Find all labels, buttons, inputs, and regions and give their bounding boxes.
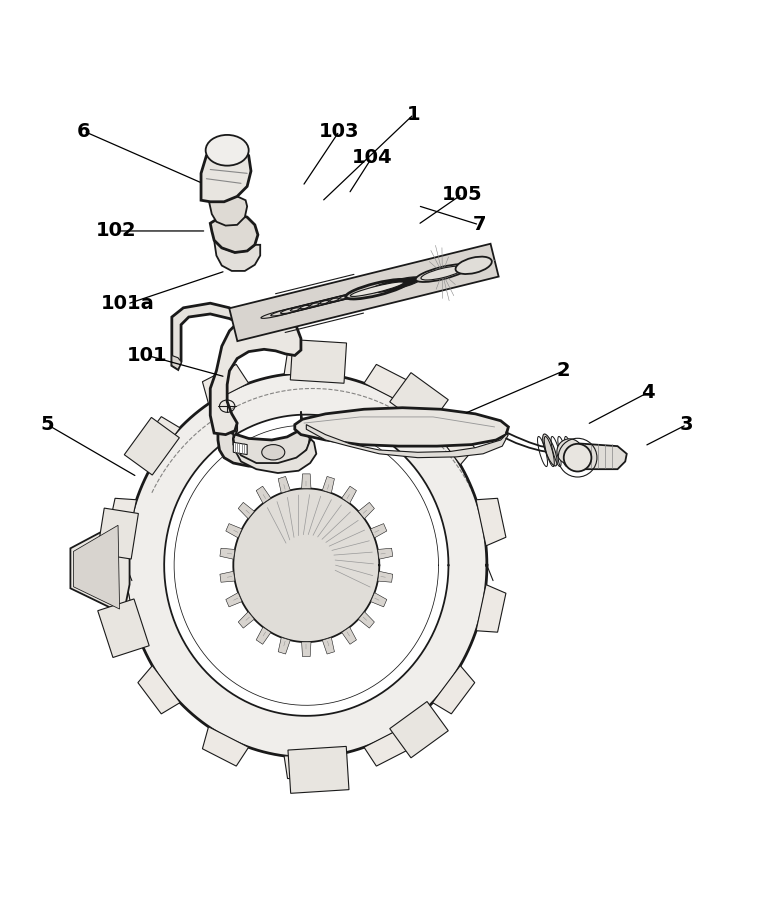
Polygon shape — [364, 726, 410, 766]
Ellipse shape — [416, 264, 469, 282]
Polygon shape — [342, 486, 357, 503]
Polygon shape — [573, 443, 627, 469]
Polygon shape — [256, 486, 271, 503]
Polygon shape — [138, 665, 180, 713]
Polygon shape — [378, 571, 392, 582]
Polygon shape — [302, 473, 311, 488]
Polygon shape — [322, 476, 334, 493]
Polygon shape — [233, 442, 247, 455]
Text: 3: 3 — [680, 415, 694, 434]
Polygon shape — [211, 313, 301, 435]
Polygon shape — [288, 747, 349, 793]
Polygon shape — [364, 365, 410, 403]
Polygon shape — [358, 612, 375, 629]
Polygon shape — [214, 240, 260, 271]
Polygon shape — [322, 638, 334, 654]
Polygon shape — [476, 584, 506, 632]
Polygon shape — [371, 523, 387, 538]
Text: 104: 104 — [351, 149, 392, 167]
Polygon shape — [201, 140, 251, 202]
Polygon shape — [226, 593, 242, 606]
Text: 101: 101 — [127, 346, 167, 365]
Text: 105: 105 — [442, 185, 483, 204]
Polygon shape — [238, 612, 255, 629]
Text: 101a: 101a — [101, 294, 154, 314]
Polygon shape — [371, 593, 387, 606]
Polygon shape — [378, 548, 392, 559]
Ellipse shape — [563, 444, 591, 472]
Polygon shape — [97, 508, 139, 559]
Polygon shape — [218, 422, 310, 467]
Polygon shape — [390, 373, 448, 429]
Polygon shape — [226, 523, 242, 538]
Polygon shape — [220, 548, 235, 559]
Ellipse shape — [421, 266, 464, 280]
Text: 102: 102 — [96, 222, 137, 241]
Polygon shape — [358, 502, 375, 519]
Polygon shape — [233, 488, 379, 642]
Text: 6: 6 — [77, 122, 91, 140]
Polygon shape — [290, 340, 347, 383]
Ellipse shape — [346, 280, 409, 299]
Polygon shape — [295, 408, 509, 446]
Polygon shape — [256, 627, 271, 644]
Polygon shape — [342, 627, 357, 644]
Polygon shape — [211, 214, 258, 253]
Polygon shape — [98, 599, 149, 657]
Polygon shape — [125, 417, 180, 475]
Polygon shape — [238, 502, 255, 519]
Ellipse shape — [456, 257, 491, 274]
Polygon shape — [172, 355, 181, 369]
Text: 4: 4 — [642, 383, 655, 402]
Polygon shape — [278, 638, 290, 654]
Ellipse shape — [206, 135, 248, 165]
Text: 1: 1 — [407, 104, 421, 124]
Polygon shape — [203, 726, 248, 766]
Text: 5: 5 — [40, 415, 54, 434]
Polygon shape — [476, 498, 506, 545]
Polygon shape — [220, 571, 235, 582]
Polygon shape — [164, 414, 448, 716]
Ellipse shape — [369, 277, 421, 293]
Polygon shape — [138, 416, 180, 465]
Ellipse shape — [543, 434, 557, 466]
Text: 2: 2 — [557, 361, 570, 380]
Polygon shape — [433, 665, 474, 713]
Polygon shape — [209, 197, 247, 225]
Polygon shape — [233, 412, 317, 473]
Ellipse shape — [351, 282, 404, 296]
Polygon shape — [433, 416, 474, 465]
Polygon shape — [302, 641, 311, 656]
Polygon shape — [203, 365, 248, 403]
Polygon shape — [278, 476, 290, 493]
Polygon shape — [284, 756, 328, 778]
Polygon shape — [172, 303, 239, 369]
Polygon shape — [125, 373, 487, 758]
Polygon shape — [307, 425, 509, 458]
Text: 7: 7 — [472, 215, 486, 234]
Ellipse shape — [262, 445, 285, 460]
Polygon shape — [229, 244, 498, 342]
Polygon shape — [74, 525, 119, 609]
Text: 103: 103 — [319, 122, 360, 140]
Polygon shape — [70, 523, 129, 611]
Polygon shape — [107, 584, 136, 632]
Polygon shape — [107, 498, 136, 545]
Polygon shape — [390, 701, 448, 758]
Polygon shape — [284, 352, 328, 375]
Ellipse shape — [557, 438, 582, 464]
